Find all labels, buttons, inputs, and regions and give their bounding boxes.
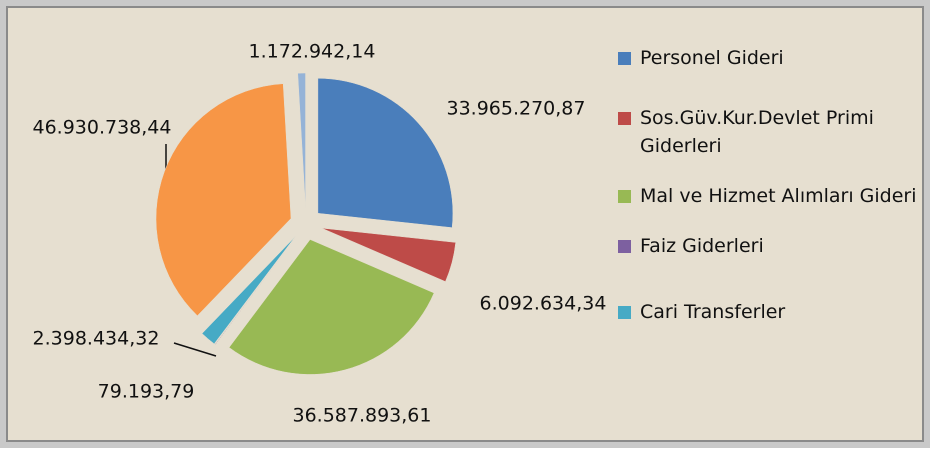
legend-label: Sos.Güv.Kur.Devlet Primi Giderleri — [640, 107, 874, 157]
pie-slice — [228, 239, 435, 375]
legend-item: Cari Transferler — [618, 298, 918, 326]
data-label: 33.965.270,87 — [446, 98, 585, 120]
pie-slice — [155, 83, 292, 317]
data-label: 36.587.893,61 — [292, 405, 431, 427]
pie-slice — [201, 235, 296, 345]
pie-slice — [214, 236, 297, 346]
legend-label: Mal ve Hizmet Alımları Gideri — [640, 185, 917, 207]
legend: Personel Gideri Sos.Güv.Kur.Devlet Primi … — [618, 44, 918, 326]
pie-slice — [317, 78, 454, 228]
legend-item: Faiz Giderleri — [618, 232, 918, 260]
legend-label: Cari Transferler — [640, 301, 786, 323]
legend-label: Faiz Giderleri — [640, 235, 764, 257]
legend-label: Personel Gideri — [640, 47, 784, 69]
pie-slice — [297, 72, 306, 209]
data-label: 1.172.942,14 — [249, 41, 376, 63]
legend-swatch — [618, 112, 631, 125]
legend-item: Personel Gideri — [618, 44, 918, 72]
data-label: 2.398.434,32 — [33, 328, 160, 350]
leader-line — [173, 342, 217, 357]
legend-item: Mal ve Hizmet Alımları Gideri — [618, 182, 918, 210]
data-label: 79.193,79 — [98, 381, 195, 403]
data-label: 6.092.634,34 — [480, 293, 607, 315]
pie-slice — [321, 227, 456, 282]
chart: 33.965.270,87 6.092.634,34 36.587.893,61 79… — [32, 41, 607, 427]
legend-swatch — [618, 240, 631, 253]
legend-swatch — [618, 190, 631, 203]
legend-item: Sos.Güv.Kur.Devlet Primi Giderleri — [618, 104, 918, 160]
data-label: 46.930.738,44 — [32, 117, 171, 139]
legend-swatch — [618, 52, 631, 65]
legend-swatch — [618, 306, 631, 319]
